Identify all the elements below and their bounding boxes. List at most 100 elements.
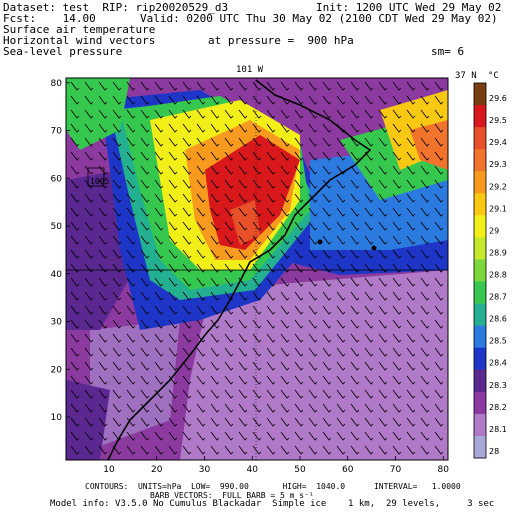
wind-barb — [154, 417, 164, 427]
y-tick-label: 70 — [51, 127, 63, 137]
wind-barb — [70, 109, 80, 119]
wind-barb — [294, 179, 304, 189]
wind-barb — [280, 235, 290, 245]
wind-barb — [434, 417, 444, 427]
wind-barb — [70, 445, 80, 455]
wind-barb — [280, 249, 290, 259]
x-tick-label: 40 — [246, 465, 258, 475]
wind-barb — [252, 193, 262, 203]
wind-barb — [322, 221, 332, 231]
wind-barb — [84, 165, 94, 175]
wind-barb — [280, 417, 290, 427]
station-value-label: 1005 — [90, 177, 110, 186]
wind-barb — [70, 305, 80, 315]
wind-barb — [434, 151, 444, 161]
wind-barb — [322, 95, 332, 105]
wind-barb — [308, 95, 318, 105]
wind-barb — [322, 249, 332, 259]
wind-barb — [420, 361, 430, 371]
wind-barb — [112, 277, 122, 287]
wind-barb — [434, 361, 444, 371]
wind-barb — [336, 375, 346, 385]
wind-barb — [252, 403, 262, 413]
forecast-label: Fcst: 14.00 — [3, 12, 96, 25]
wind-barb — [210, 151, 220, 161]
wind-barb — [112, 263, 122, 273]
wind-barb — [308, 403, 318, 413]
wind-barb — [266, 375, 276, 385]
wind-barb — [168, 81, 178, 91]
wind-barb — [350, 179, 360, 189]
wind-barb — [154, 305, 164, 315]
wind-barb — [434, 291, 444, 301]
wind-barb — [126, 375, 136, 385]
wind-barb — [308, 123, 318, 133]
wind-barb — [420, 151, 430, 161]
wind-barb — [322, 305, 332, 315]
wind-barb — [112, 431, 122, 441]
wind-barb — [364, 207, 374, 217]
wind-barb — [126, 207, 136, 217]
wind-barb — [252, 361, 262, 371]
wind-barb — [98, 207, 108, 217]
wind-barb — [364, 361, 374, 371]
wind-barb — [140, 165, 150, 175]
wind-barb — [364, 137, 374, 147]
wind-barb — [182, 179, 192, 189]
wind-barb — [364, 277, 374, 287]
colorbar-label: 28.3 — [489, 381, 507, 390]
wind-barb — [294, 291, 304, 301]
wind-barb — [252, 207, 262, 217]
wind-barb — [154, 95, 164, 105]
wind-barb — [350, 249, 360, 259]
wind-barb — [252, 305, 262, 315]
wind-barb — [196, 277, 206, 287]
wind-barb — [434, 333, 444, 343]
orange-band-northeast — [410, 120, 448, 170]
colorbar-swatch — [474, 281, 486, 305]
y-tick-label: 20 — [51, 365, 63, 375]
wind-barb — [210, 417, 220, 427]
green-band-northwest — [66, 78, 130, 150]
wind-barb — [392, 109, 402, 119]
wind-barb — [266, 165, 276, 175]
wind-barb — [266, 221, 276, 231]
wind-barb — [224, 291, 234, 301]
wind-barb — [322, 389, 332, 399]
wind-barb — [420, 291, 430, 301]
colorbar-label: 29.3 — [489, 160, 507, 169]
wind-barb — [238, 319, 248, 329]
wind-barb — [154, 137, 164, 147]
wind-barb — [420, 431, 430, 441]
x-tick-label: 60 — [342, 465, 354, 475]
wind-barb — [406, 305, 416, 315]
wind-barb — [70, 417, 80, 427]
wind-barb — [280, 319, 290, 329]
wind-barb — [112, 319, 122, 329]
wind-barb — [140, 375, 150, 385]
wind-barb — [224, 417, 234, 427]
wind-barb — [294, 95, 304, 105]
wind-barb — [238, 403, 248, 413]
y-tick-label: 10 — [51, 413, 63, 423]
wind-barb — [308, 333, 318, 343]
wind-barb — [224, 319, 234, 329]
wind-barb — [140, 235, 150, 245]
wind-barb — [238, 207, 248, 217]
wind-barb — [266, 95, 276, 105]
wind-barb — [70, 81, 80, 91]
wind-barb — [140, 263, 150, 273]
wind-barb — [196, 389, 206, 399]
wind-barb — [364, 95, 374, 105]
wind-barb — [252, 417, 262, 427]
wind-barb — [420, 417, 430, 427]
wind-barb — [224, 207, 234, 217]
wind-barb — [406, 235, 416, 245]
wind-barb — [266, 179, 276, 189]
colorbar-swatch — [474, 413, 486, 437]
colorbar-label: 29.1 — [489, 204, 507, 213]
wind-barb — [112, 221, 122, 231]
wind-barb — [420, 109, 430, 119]
wind-barb — [238, 221, 248, 231]
wind-barb — [266, 403, 276, 413]
